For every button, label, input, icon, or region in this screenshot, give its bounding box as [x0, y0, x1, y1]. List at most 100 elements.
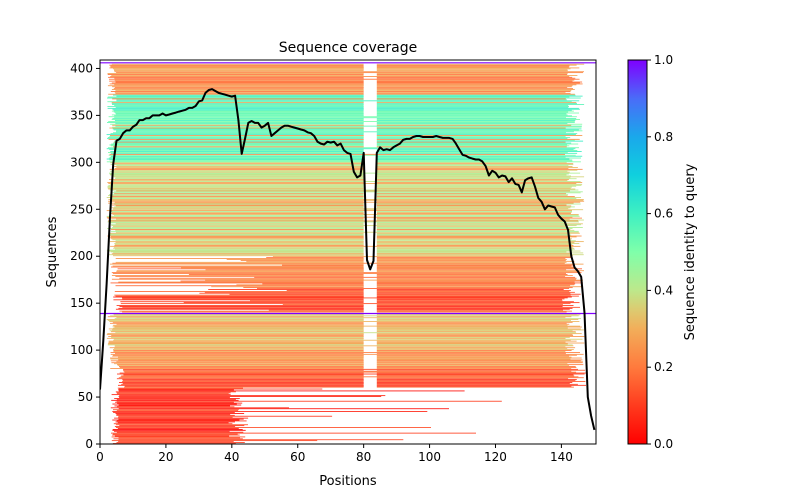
alignment-segment [114, 246, 364, 248]
alignment-segment [124, 371, 577, 373]
alignment-segment [376, 98, 566, 100]
alignment-segment [268, 309, 364, 311]
alignment-segment [376, 144, 568, 146]
alignment-segment [376, 333, 582, 335]
alignment-segment [108, 93, 364, 95]
alignment-segment [121, 375, 364, 377]
alignment-segment [376, 217, 582, 219]
alignment-segment [376, 194, 569, 196]
alignment-segment [114, 346, 364, 348]
alignment-segment [115, 275, 364, 277]
alignment-segment [376, 331, 576, 333]
alignment-segment [376, 204, 567, 206]
alignment-segment [122, 298, 364, 300]
alignment-segment [112, 411, 428, 412]
alignment-segment [122, 379, 364, 381]
alignment-segment [376, 324, 568, 326]
alignment-segment [112, 325, 581, 327]
alignment-segment [112, 329, 364, 331]
alignment-segment [376, 108, 580, 110]
alignment-segment [115, 92, 364, 94]
alignment-segment [109, 172, 581, 174]
alignment-segment [376, 285, 571, 287]
x-tick-label: 140 [550, 450, 573, 464]
alignment-segment [376, 287, 573, 289]
alignment-segment [115, 413, 245, 414]
alignment-segment [114, 426, 236, 428]
alignment-segment [376, 261, 567, 263]
y-tick-label: 0 [85, 437, 93, 451]
alignment-segment [111, 432, 476, 434]
alignment-segment [109, 136, 364, 137]
x-tick-label: 120 [484, 450, 507, 464]
alignment-segment [376, 168, 583, 170]
alignment-segment [112, 209, 584, 211]
alignment-segment [376, 264, 575, 266]
alignment-segment [376, 82, 580, 84]
alignment-segment [108, 183, 577, 184]
alignment-bands [106, 63, 588, 444]
alignment-segment [111, 362, 364, 364]
alignment-segment [108, 202, 364, 204]
alignment-segment [115, 177, 364, 179]
alignment-segment [107, 333, 364, 335]
alignment-segment [110, 236, 364, 238]
alignment-segment [115, 240, 364, 242]
alignment-segment [376, 336, 585, 337]
alignment-segment [107, 73, 364, 74]
alignment-segment [112, 214, 579, 215]
alignment-segment [114, 168, 364, 169]
alignment-segment [208, 289, 364, 290]
alignment-segment [115, 229, 364, 231]
alignment-segment [117, 373, 585, 375]
alignment-segment [118, 307, 364, 309]
alignment-segment [376, 247, 574, 249]
alignment-segment [376, 310, 572, 312]
alignment-segment [115, 205, 364, 207]
alignment-segment [114, 91, 364, 93]
alignment-segment [107, 185, 364, 187]
alignment-segment [112, 227, 364, 228]
alignment-segment [376, 85, 573, 87]
alignment-segment [118, 396, 382, 397]
alignment-segment [376, 275, 566, 277]
alignment-segment [376, 268, 582, 270]
alignment-segment [114, 435, 230, 437]
alignment-segment [116, 72, 583, 74]
alignment-segment [376, 343, 568, 345]
alignment-segment [376, 355, 570, 357]
alignment-segment [376, 365, 570, 366]
alignment-segment [116, 400, 502, 402]
alignment-segment [107, 343, 364, 345]
alignment-segment [376, 184, 582, 186]
alignment-segment [111, 266, 364, 268]
alignment-segment [114, 318, 364, 320]
alignment-segment [110, 133, 364, 135]
alignment-segment [114, 398, 240, 399]
alignment-segment [111, 213, 364, 214]
alignment-segment [122, 383, 364, 384]
alignment-segment [116, 378, 364, 380]
alignment-segment [110, 164, 364, 166]
alignment-segment [112, 98, 364, 100]
query-markers [100, 62, 596, 315]
alignment-segment [376, 115, 572, 117]
alignment-segment [113, 169, 364, 171]
alignment-segment [376, 81, 583, 83]
alignment-segment [272, 256, 573, 258]
alignment-segment [116, 270, 364, 272]
alignment-segment [376, 128, 582, 130]
alignment-segment [376, 299, 562, 301]
alignment-segment [114, 203, 364, 205]
alignment-segment [376, 300, 563, 302]
alignment-segment [110, 224, 364, 226]
colorbar-tick-label: 0.0 [654, 437, 673, 451]
alignment-segment [376, 283, 576, 285]
alignment-segment [113, 296, 364, 298]
alignment-segment [376, 114, 568, 116]
alignment-segment [108, 342, 364, 344]
x-tick-label: 60 [290, 450, 305, 464]
alignment-segment [110, 282, 364, 284]
alignment-segment [118, 418, 244, 420]
alignment-segment [111, 440, 318, 442]
